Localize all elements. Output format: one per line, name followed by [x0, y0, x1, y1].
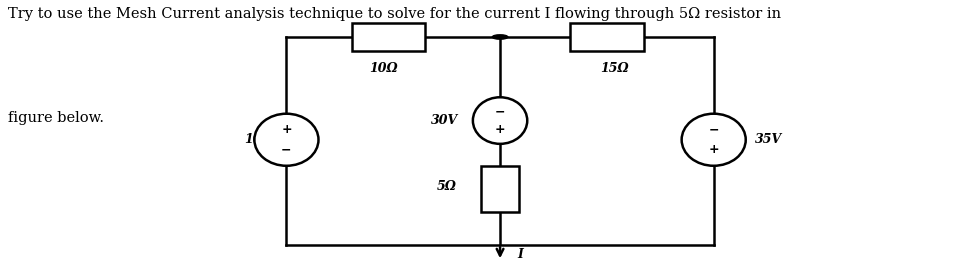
Text: +: +	[282, 123, 291, 136]
Ellipse shape	[682, 114, 746, 166]
Text: I: I	[518, 248, 523, 261]
Text: −: −	[282, 143, 291, 156]
Ellipse shape	[473, 97, 527, 144]
Text: +: +	[709, 143, 719, 156]
Text: 10Ω: 10Ω	[369, 62, 398, 75]
Text: 30V: 30V	[431, 114, 458, 127]
Text: 35V: 35V	[755, 133, 783, 146]
Ellipse shape	[254, 114, 318, 166]
Text: figure below.: figure below.	[8, 111, 104, 125]
Bar	[570, 23, 644, 51]
Circle shape	[492, 35, 508, 39]
Text: 15Ω: 15Ω	[600, 62, 629, 75]
Bar	[352, 23, 425, 51]
Text: +: +	[495, 123, 505, 136]
Text: 10V: 10V	[245, 133, 272, 146]
Text: 5Ω: 5Ω	[437, 180, 456, 193]
Text: −: −	[495, 105, 505, 118]
Bar	[481, 166, 519, 212]
Text: Try to use the Mesh Current analysis technique to solve for the current I flowin: Try to use the Mesh Current analysis tec…	[8, 7, 781, 21]
Text: −: −	[709, 123, 719, 136]
